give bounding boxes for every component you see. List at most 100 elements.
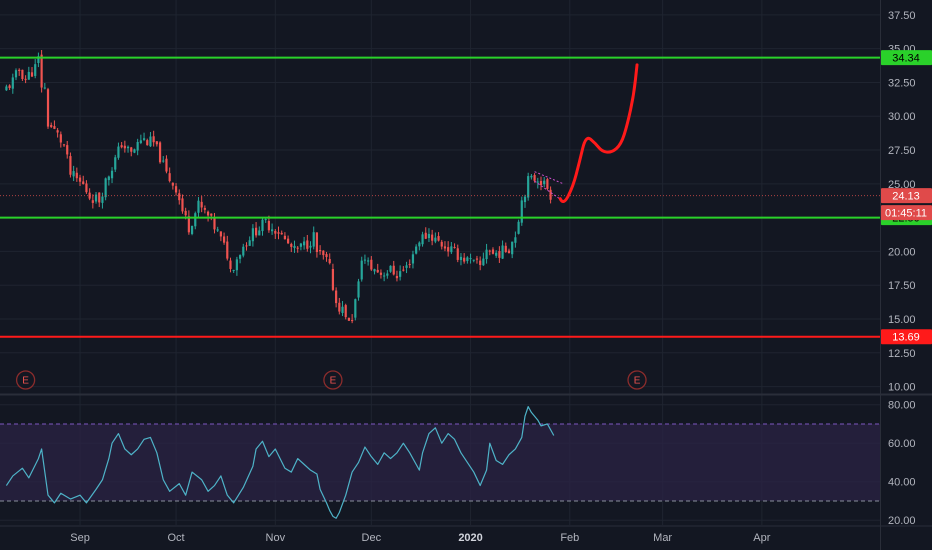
candle-body[interactable]	[293, 245, 296, 249]
candle-body[interactable]	[18, 69, 21, 71]
candle-body[interactable]	[347, 317, 351, 321]
candle-body[interactable]	[351, 320, 354, 322]
candle-body[interactable]	[431, 234, 434, 241]
candle-body[interactable]	[258, 230, 261, 236]
candle-body[interactable]	[165, 158, 168, 172]
pennant-upper-line[interactable]	[534, 171, 564, 185]
candle-body[interactable]	[354, 299, 357, 318]
candle-body[interactable]	[146, 140, 149, 146]
candle-body[interactable]	[386, 273, 389, 276]
earnings-marker[interactable]: E	[323, 370, 343, 390]
candle-body[interactable]	[338, 302, 341, 312]
candle-body[interactable]	[149, 136, 152, 147]
candle-body[interactable]	[11, 77, 14, 89]
candle-body[interactable]	[197, 200, 200, 213]
candle-body[interactable]	[498, 251, 501, 258]
candle-body[interactable]	[155, 141, 158, 145]
candle-body[interactable]	[514, 237, 517, 243]
candle-body[interactable]	[536, 181, 539, 183]
candle-body[interactable]	[94, 194, 98, 202]
candle-body[interactable]	[405, 265, 408, 268]
candle-body[interactable]	[107, 176, 110, 181]
candle-body[interactable]	[357, 281, 360, 298]
earnings-marker[interactable]: E	[15, 370, 36, 390]
candle-body[interactable]	[389, 265, 392, 272]
candle-body[interactable]	[238, 255, 242, 259]
candle-body[interactable]	[34, 64, 37, 76]
candle-body[interactable]	[453, 247, 456, 249]
candle-body[interactable]	[152, 136, 155, 143]
candle-body[interactable]	[216, 229, 219, 231]
candle-body[interactable]	[322, 250, 325, 256]
candle-body[interactable]	[411, 254, 415, 264]
candle-body[interactable]	[142, 138, 146, 140]
candle-body[interactable]	[549, 189, 552, 200]
candle-body[interactable]	[91, 200, 94, 203]
drawings-layer[interactable]	[534, 63, 639, 203]
candle-body[interactable]	[424, 232, 427, 239]
candle-body[interactable]	[85, 183, 88, 193]
candle-body[interactable]	[392, 265, 395, 275]
candle-body[interactable]	[533, 175, 536, 181]
candle-body[interactable]	[434, 237, 437, 242]
candle-body[interactable]	[418, 242, 421, 247]
candle-body[interactable]	[50, 125, 53, 127]
candle-body[interactable]	[120, 145, 123, 148]
candle-body[interactable]	[325, 254, 328, 258]
candle-body[interactable]	[139, 140, 142, 144]
candle-body[interactable]	[82, 181, 85, 185]
candle-body[interactable]	[254, 227, 258, 236]
projection-drawing[interactable]	[558, 63, 639, 203]
candle-body[interactable]	[344, 305, 347, 318]
candle-body[interactable]	[264, 219, 267, 221]
candle-body[interactable]	[158, 142, 162, 163]
candle-body[interactable]	[299, 243, 303, 247]
pennant-lower-line[interactable]	[534, 180, 564, 202]
candle-body[interactable]	[117, 146, 120, 158]
candle-body[interactable]	[27, 71, 30, 80]
candle-body[interactable]	[312, 232, 315, 247]
candle-body[interactable]	[245, 245, 248, 247]
candle-body[interactable]	[56, 130, 59, 133]
candle-body[interactable]	[222, 236, 226, 243]
candle-body[interactable]	[181, 198, 184, 212]
candle-body[interactable]	[194, 213, 197, 227]
candle-body[interactable]	[527, 176, 530, 198]
candle-body[interactable]	[24, 78, 27, 80]
candle-body[interactable]	[69, 156, 72, 175]
candle-body[interactable]	[408, 264, 411, 266]
candle-body[interactable]	[21, 69, 24, 79]
candle-body[interactable]	[309, 245, 312, 248]
candle-body[interactable]	[213, 216, 216, 230]
candle-body[interactable]	[219, 231, 222, 237]
candle-body[interactable]	[399, 271, 402, 277]
candle-body[interactable]	[315, 232, 319, 253]
candle-body[interactable]	[88, 192, 91, 199]
candle-body[interactable]	[248, 240, 251, 246]
candle-body[interactable]	[469, 258, 472, 260]
candle-body[interactable]	[133, 149, 136, 153]
candle-body[interactable]	[200, 201, 203, 208]
candle-body[interactable]	[373, 269, 376, 272]
candle-body[interactable]	[491, 249, 495, 254]
candle-body[interactable]	[184, 210, 187, 216]
candle-body[interactable]	[66, 145, 69, 155]
candle-body[interactable]	[450, 246, 453, 253]
axes-layer[interactable]: 10.0012.5015.0017.5020.0022.5025.0027.50…	[70, 10, 915, 544]
candle-body[interactable]	[303, 241, 306, 246]
candle-body[interactable]	[482, 258, 485, 266]
candle-body[interactable]	[360, 260, 363, 280]
candle-body[interactable]	[8, 85, 11, 89]
candle-body[interactable]	[46, 89, 50, 127]
candle-body[interactable]	[37, 56, 40, 64]
candle-body[interactable]	[331, 268, 335, 290]
candle-body[interactable]	[495, 252, 498, 256]
candle-body[interactable]	[463, 257, 466, 262]
candle-body[interactable]	[501, 245, 504, 259]
candle-body[interactable]	[421, 234, 424, 245]
candle-body[interactable]	[168, 173, 171, 182]
candle-body[interactable]	[520, 200, 523, 223]
candle-body[interactable]	[383, 275, 386, 277]
candle-body[interactable]	[206, 211, 210, 216]
